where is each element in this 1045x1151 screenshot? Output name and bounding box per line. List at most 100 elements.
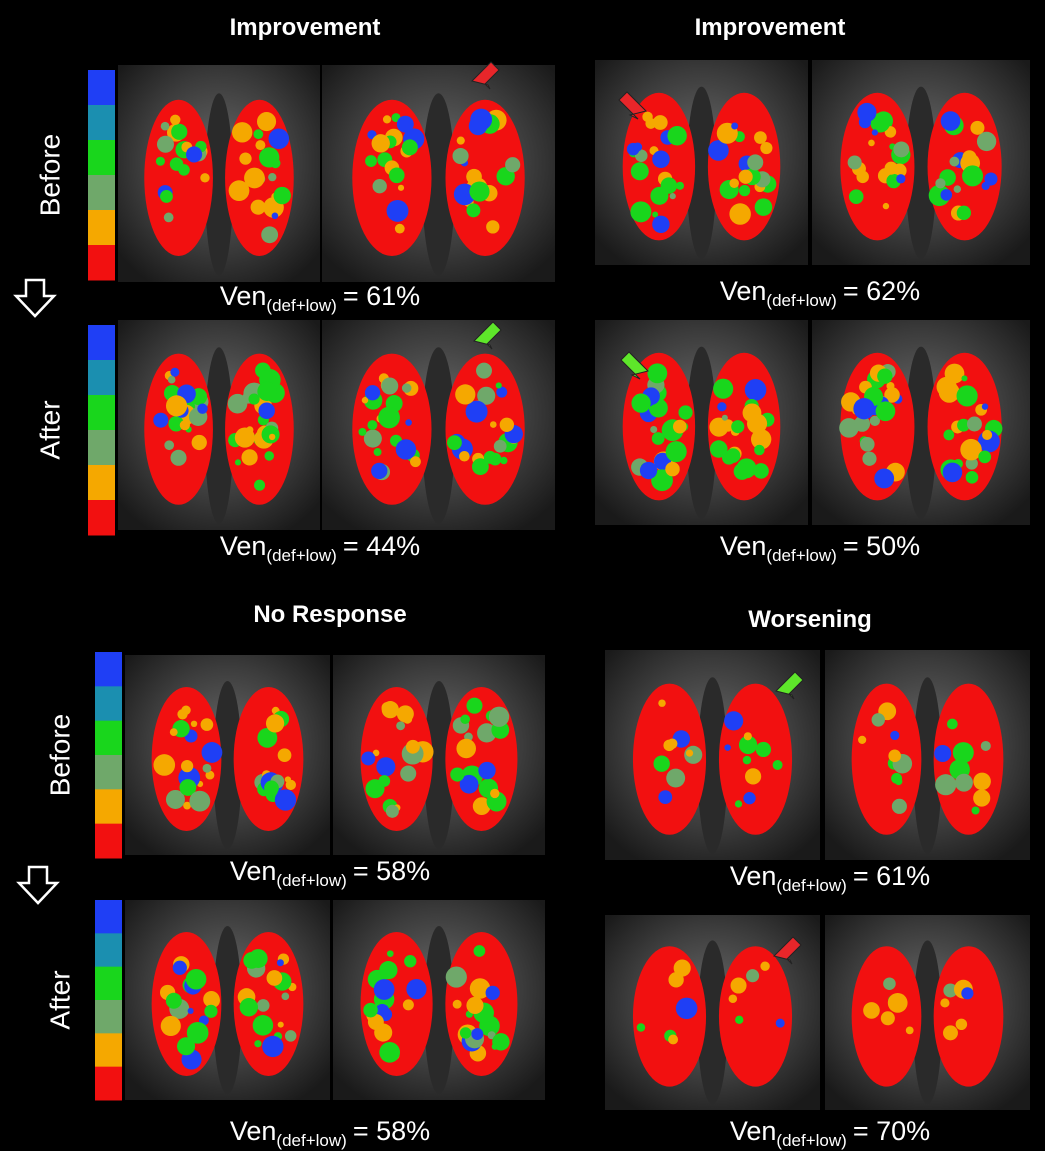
ventilation-spot: [896, 174, 905, 183]
ventilation-spot: [668, 972, 683, 987]
ventilation-spot: [961, 987, 973, 999]
colorbar-block: [95, 824, 122, 859]
ventilation-spot: [251, 200, 266, 215]
ventilation-spot: [239, 153, 251, 165]
ven-main: Ven: [730, 1116, 777, 1146]
ven-sub: (def+low): [766, 546, 836, 565]
ventilation-spot: [658, 699, 665, 706]
ventilation-spot: [874, 469, 894, 489]
ventilation-spot: [363, 1003, 378, 1018]
ventilation-spot: [204, 1005, 217, 1018]
ven-sub: (def+low): [276, 1131, 346, 1150]
ventilation-spot: [452, 148, 468, 164]
ventilation-spot: [934, 745, 951, 762]
ventilation-spot: [981, 741, 991, 751]
ventilation-spot: [446, 966, 467, 987]
ventilation-spot: [676, 998, 698, 1020]
ventilation-spot: [710, 440, 728, 458]
ventilation-spot: [166, 395, 187, 416]
mri-image: [595, 60, 808, 265]
ventilation-spot: [490, 421, 497, 428]
ventilation-spot: [453, 1000, 462, 1009]
ventilation-spot: [652, 216, 669, 233]
ventilation-spot: [722, 415, 728, 421]
ventilation-spot: [255, 140, 265, 150]
figure: ImprovementVen(def+low)= 61%BeforeVen(de…: [0, 0, 1045, 1151]
ventilation-spot: [713, 379, 733, 399]
ventilation-spot: [486, 986, 500, 1000]
ventilation-spot: [456, 739, 476, 759]
ventilation-spot: [863, 1002, 880, 1019]
ven-sub: (def+low): [266, 546, 336, 565]
ven-main: Ven: [720, 531, 767, 561]
ventilation-spot: [860, 437, 875, 452]
ventilation-spot: [658, 790, 672, 804]
ventilation-spot: [395, 224, 405, 234]
ventilation-spot: [406, 740, 420, 754]
ventilation-spot: [170, 368, 179, 377]
ventilation-spot: [264, 781, 279, 796]
ventilation-spot: [259, 147, 279, 167]
ventilation-spot: [686, 750, 693, 757]
ventilation-spot: [972, 806, 980, 814]
ventilation-spot: [186, 146, 202, 162]
colorbar-block: [95, 686, 122, 721]
ventilation-spot: [888, 993, 908, 1013]
ventilation-spot: [272, 212, 279, 219]
ventilation-spot: [268, 173, 276, 181]
ventilation-spot: [666, 769, 685, 788]
colorbar-block: [88, 465, 115, 501]
ventilation-spot: [474, 945, 486, 957]
ventilation-spot: [747, 414, 767, 434]
ventilation-spot: [402, 383, 411, 392]
ventilation-spot: [254, 480, 265, 491]
ventilation-spot: [398, 185, 404, 191]
ventilation-spot: [640, 462, 657, 479]
ventilation-spot: [396, 721, 405, 730]
ventilation-spot: [953, 742, 974, 763]
ventilation-spot: [378, 775, 390, 787]
ventilation-spot: [731, 420, 744, 433]
ventilation-spot: [244, 168, 265, 189]
ventilation-spot: [171, 124, 187, 140]
ven-rest: = 61%: [853, 861, 930, 891]
ventilation-spot: [663, 740, 675, 752]
ventilation-spot: [192, 435, 207, 450]
ventilation-spot: [943, 463, 963, 483]
ventilation-spot: [455, 384, 475, 404]
ventilation-spot: [459, 451, 470, 462]
ventilation-spot: [201, 718, 214, 731]
ventilation-spot: [264, 451, 274, 461]
ventilation-spot: [266, 714, 284, 732]
ven-main: Ven: [220, 531, 267, 561]
ventilation-spot: [243, 952, 260, 969]
ventilation-spot: [282, 993, 290, 1001]
ventilation-spot: [652, 432, 665, 445]
ventilation-spot: [396, 439, 416, 459]
ventilation-spot: [472, 458, 489, 475]
ventilation-spot: [370, 788, 379, 797]
ventilation-spot: [202, 742, 223, 763]
ventilation-spot: [278, 748, 292, 762]
ven-main: Ven: [230, 1116, 277, 1146]
colorbar-block: [95, 789, 122, 824]
ventilation-spot: [228, 394, 248, 414]
ven-main: Ven: [720, 276, 767, 306]
ventilation-spot: [746, 969, 759, 982]
ventilation-spot: [457, 137, 465, 145]
ventilation-spot: [906, 1027, 914, 1035]
ventilation-spot: [191, 721, 197, 727]
ventilation-spot: [747, 154, 763, 170]
ventilation-spot: [743, 792, 755, 804]
ventilation-spot: [249, 393, 260, 404]
ventilation-spot: [372, 134, 390, 152]
ventilation-spot: [494, 440, 507, 453]
ventilation-spot: [647, 363, 667, 383]
ventilation-spot: [253, 129, 263, 139]
ventilation-spot: [744, 732, 752, 740]
ven-rest: = 50%: [843, 531, 920, 561]
ventilation-spot: [853, 398, 874, 419]
ventilation-spot: [386, 805, 399, 818]
ventilation-spot: [387, 200, 409, 222]
colorbar-block: [88, 325, 115, 361]
